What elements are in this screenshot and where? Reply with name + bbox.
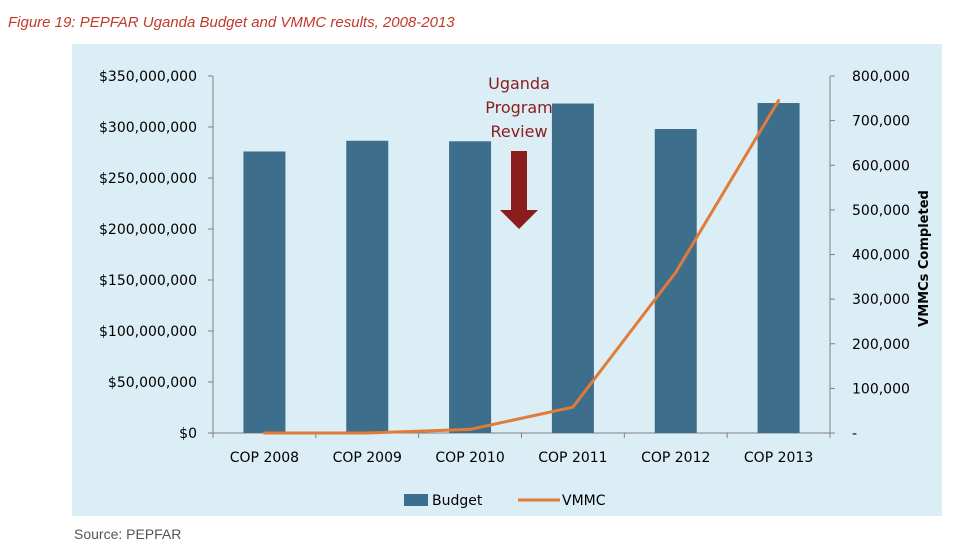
x-tick-label: COP 2010 xyxy=(435,450,504,466)
y-left-tick-label: $250,000,000 xyxy=(99,171,197,187)
point-vmmc xyxy=(365,431,369,435)
bar-budget xyxy=(757,103,800,433)
y-left-tick-label: $350,000,000 xyxy=(99,69,197,85)
y-right-tick-label: 800,000 xyxy=(852,69,910,85)
bar-budget xyxy=(346,140,389,433)
annotation-line: Uganda xyxy=(488,74,550,93)
y-left-tick-label: $0 xyxy=(179,426,197,442)
x-tick-label: COP 2011 xyxy=(538,450,607,466)
source-note: Source: PEPFAR xyxy=(74,526,182,542)
annotation-arrow-icon xyxy=(500,151,538,229)
bar-budget xyxy=(243,151,286,434)
y-right-tick-label: 400,000 xyxy=(852,248,910,264)
bar-budget xyxy=(551,103,594,433)
y-left-tick-label: $50,000,000 xyxy=(108,375,197,391)
bar-budget xyxy=(654,129,697,434)
annotation-line: Review xyxy=(490,122,547,141)
point-vmmc xyxy=(777,99,781,103)
y-right-axis-label: VMMCs Completed xyxy=(917,190,932,327)
legend-swatch-budget xyxy=(404,494,428,506)
y-left-tick-label: $300,000,000 xyxy=(99,120,197,136)
legend-label-budget: Budget xyxy=(432,493,483,509)
y-left-tick-label: $100,000,000 xyxy=(99,324,197,340)
y-right-tick-label: 300,000 xyxy=(852,292,910,308)
x-tick-label: COP 2009 xyxy=(333,450,402,466)
annotation-line: Program xyxy=(485,98,553,117)
point-vmmc xyxy=(571,405,575,409)
y-right-tick-label: 700,000 xyxy=(852,114,910,130)
y-right-tick-label: 200,000 xyxy=(852,337,910,353)
y-right-tick-label: - xyxy=(852,426,857,442)
legend-label-vmmc: VMMC xyxy=(562,493,606,509)
y-right-tick-label: 600,000 xyxy=(852,158,910,174)
y-left-tick-label: $200,000,000 xyxy=(99,222,197,238)
figure-title: Figure 19: PEPFAR Uganda Budget and VMMC… xyxy=(8,14,455,31)
y-right-tick-label: 100,000 xyxy=(852,381,910,397)
x-tick-label: COP 2012 xyxy=(641,450,710,466)
y-left-tick-label: $150,000,000 xyxy=(99,273,197,289)
x-tick-label: COP 2013 xyxy=(744,450,813,466)
x-tick-label: COP 2008 xyxy=(230,450,299,466)
y-right-tick-label: 500,000 xyxy=(852,203,910,219)
point-vmmc xyxy=(468,427,472,431)
point-vmmc xyxy=(674,270,678,274)
bar-budget xyxy=(449,141,492,433)
point-vmmc xyxy=(262,431,266,435)
line-vmmc xyxy=(264,99,780,435)
